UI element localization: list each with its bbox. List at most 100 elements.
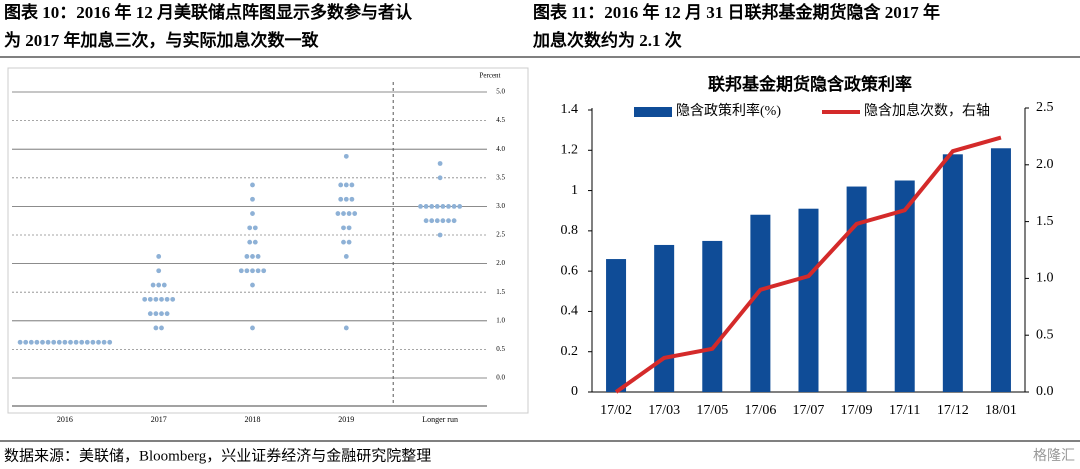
x-tick-label: 17/02 bbox=[600, 403, 632, 418]
y-tick-label: 0.5 bbox=[496, 345, 505, 353]
x-tick-label: 17/09 bbox=[841, 403, 873, 418]
line bbox=[614, 135, 1002, 394]
dot bbox=[437, 175, 443, 181]
x-tick-label: 2017 bbox=[151, 415, 167, 424]
dot bbox=[156, 282, 162, 288]
chart-title: 联邦基金期货隐含政策利率 bbox=[708, 74, 912, 94]
x-tick-label: 2016 bbox=[57, 415, 73, 424]
dot bbox=[341, 239, 346, 245]
dot bbox=[156, 268, 162, 274]
dot bbox=[96, 339, 101, 345]
bar bbox=[990, 148, 1011, 392]
dot bbox=[446, 204, 451, 209]
dot bbox=[335, 211, 341, 216]
x-tick-label: 17/11 bbox=[889, 403, 920, 418]
dot bbox=[34, 339, 40, 345]
dot bbox=[164, 296, 170, 302]
dot bbox=[343, 153, 349, 159]
bar bbox=[750, 214, 771, 392]
y2-tick-label: 0.0 bbox=[1036, 384, 1054, 399]
x-tick-label: 17/05 bbox=[696, 403, 728, 418]
y-tick-label: 3.0 bbox=[496, 202, 505, 210]
dot bbox=[423, 218, 429, 224]
dot bbox=[153, 296, 159, 302]
dot bbox=[338, 196, 344, 202]
dot bbox=[418, 204, 423, 209]
x-tick-label: 17/07 bbox=[793, 403, 825, 418]
dot bbox=[101, 339, 107, 345]
dot bbox=[346, 211, 352, 216]
dot bbox=[423, 204, 429, 209]
dot bbox=[343, 196, 349, 202]
dot bbox=[170, 296, 176, 302]
dot bbox=[451, 218, 457, 224]
dot bbox=[250, 196, 255, 202]
dot bbox=[252, 239, 258, 245]
dot bbox=[261, 268, 267, 274]
dot bbox=[451, 204, 457, 209]
y-tick-label: 0.0 bbox=[496, 374, 505, 382]
watermark: 格隆汇 bbox=[1033, 448, 1075, 464]
dot bbox=[153, 311, 159, 317]
dot bbox=[429, 204, 435, 209]
legend-label: 隐含政策利率(%) bbox=[676, 102, 781, 119]
bar bbox=[894, 180, 915, 392]
dot bbox=[255, 268, 261, 274]
dot bbox=[446, 218, 451, 224]
y2-tick-label: 1.0 bbox=[1036, 271, 1054, 286]
y-tick-label: 1.4 bbox=[561, 102, 579, 117]
dot bbox=[338, 182, 344, 188]
dot bbox=[73, 339, 79, 345]
y-tick-label: 0.4 bbox=[561, 304, 579, 319]
dot bbox=[434, 204, 440, 209]
dot bbox=[434, 218, 440, 224]
dot bbox=[62, 339, 68, 345]
y2-tick-label: 2.5 bbox=[1036, 100, 1054, 115]
dot bbox=[346, 225, 352, 231]
bar bbox=[942, 154, 963, 392]
dot bbox=[244, 254, 250, 259]
axis-label: Percent bbox=[480, 72, 501, 80]
y-tick-label: 4.5 bbox=[496, 116, 505, 124]
dot bbox=[343, 182, 349, 188]
dot bbox=[250, 268, 255, 274]
dot bbox=[84, 339, 90, 345]
dot bbox=[51, 339, 57, 345]
dot bbox=[247, 225, 253, 231]
x-tick-label: 17/03 bbox=[648, 403, 680, 418]
y-tick-label: 0.6 bbox=[561, 263, 579, 278]
y-tick-label: 4.0 bbox=[496, 145, 505, 153]
dot bbox=[23, 339, 29, 345]
bar bbox=[606, 259, 627, 392]
dot bbox=[107, 339, 113, 345]
dot bbox=[346, 239, 352, 245]
heading: 加息次数约为 2.1 次 bbox=[532, 30, 682, 50]
dot bbox=[164, 311, 170, 317]
y2-tick-label: 2.0 bbox=[1036, 157, 1054, 172]
y-tick-label: 5.0 bbox=[496, 88, 505, 96]
dot bbox=[437, 232, 443, 238]
dot bbox=[153, 325, 159, 331]
bar bbox=[846, 186, 867, 392]
y-tick-label: 0 bbox=[571, 384, 578, 399]
y-tick-label: 1.2 bbox=[561, 143, 579, 158]
x-tick-label: 17/06 bbox=[744, 403, 776, 418]
dot bbox=[147, 311, 153, 317]
legend-label: 隐含加息次数，右轴 bbox=[864, 102, 990, 119]
dot bbox=[341, 211, 346, 216]
heading: 图表 10：2016 年 12 月美联储点阵图显示多数参与者认 bbox=[4, 2, 413, 22]
y2-tick-label: 1.5 bbox=[1036, 214, 1054, 229]
dot bbox=[250, 254, 255, 259]
dot bbox=[90, 339, 96, 345]
dot bbox=[255, 254, 261, 259]
dot bbox=[159, 311, 164, 317]
dot bbox=[250, 325, 255, 331]
dot bbox=[437, 161, 443, 166]
y-tick-label: 0.8 bbox=[561, 223, 579, 238]
y-tick-label: 1.5 bbox=[496, 288, 505, 296]
dot bbox=[17, 339, 23, 345]
dot bbox=[250, 282, 255, 288]
x-tick-label: Longer run bbox=[422, 415, 458, 424]
source: 数据来源：美联储，Bloomberg，兴业证券经济与金融研究院整理 bbox=[4, 446, 431, 464]
x-tick-label: 2018 bbox=[245, 415, 261, 424]
